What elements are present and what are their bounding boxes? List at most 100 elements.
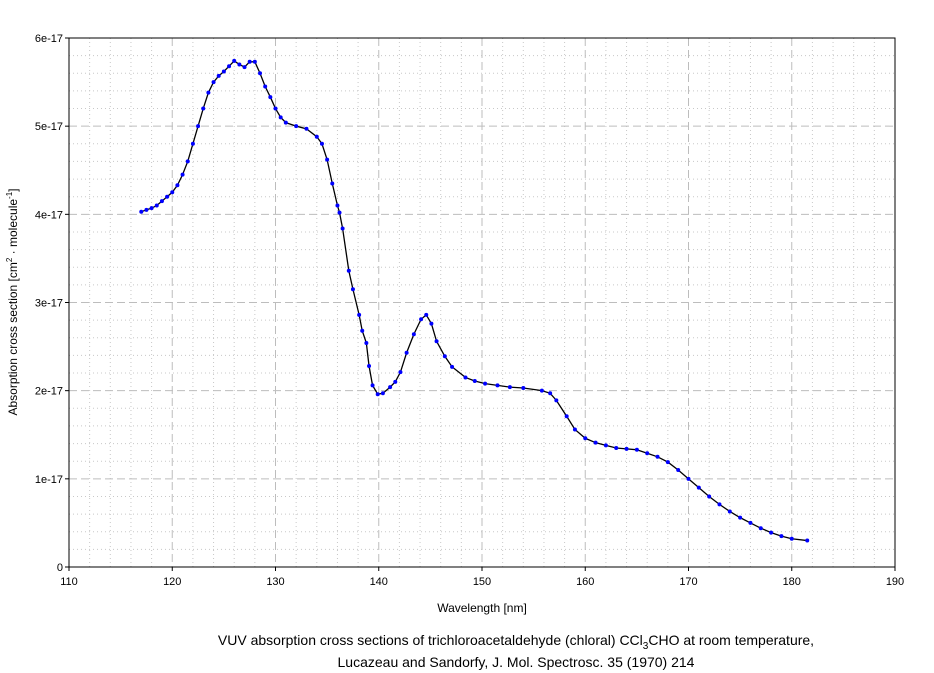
y-tick-label: 0 xyxy=(57,562,63,574)
data-point xyxy=(364,341,369,346)
y-tick-label: 5e-17 xyxy=(35,121,63,133)
x-axis: 110 120 130 140 150 160 170 180 190 xyxy=(60,567,904,588)
x-tick-label: 170 xyxy=(679,576,697,588)
data-point xyxy=(340,226,345,231)
data-point xyxy=(707,494,712,499)
x-tick-label: 120 xyxy=(163,576,181,588)
data-point xyxy=(252,59,257,64)
data-point xyxy=(548,391,553,396)
y-axis-label: Absorption cross section [cm2 · molecule… xyxy=(5,188,20,415)
data-point xyxy=(175,183,180,188)
x-tick-label: 140 xyxy=(370,576,388,588)
data-point xyxy=(779,534,784,539)
data-point xyxy=(805,538,810,543)
data-point xyxy=(411,332,416,337)
caption-line-2: Lucazeau and Sandorfy, J. Mol. Spectrosc… xyxy=(338,654,695,670)
data-point xyxy=(442,354,447,359)
data-point xyxy=(196,124,201,129)
data-point xyxy=(242,65,247,70)
data-point xyxy=(393,379,398,384)
data-point xyxy=(521,386,526,391)
data-point xyxy=(319,141,324,146)
data-point xyxy=(380,391,385,396)
y-tick-label: 6e-17 xyxy=(35,33,63,45)
data-point xyxy=(424,312,429,317)
data-point xyxy=(237,62,242,67)
data-point xyxy=(483,381,488,386)
data-point xyxy=(624,446,629,451)
data-point xyxy=(507,385,512,390)
data-point xyxy=(696,485,701,490)
series-chloral xyxy=(139,58,810,543)
data-point xyxy=(154,203,159,208)
y-tick-label: 4e-17 xyxy=(35,209,63,221)
data-point xyxy=(335,203,340,208)
data-point xyxy=(144,207,149,212)
data-point xyxy=(388,385,393,390)
caption-line-1: VUV absorption cross sections of trichlo… xyxy=(218,632,814,652)
data-point xyxy=(583,436,588,441)
data-point xyxy=(463,375,468,380)
data-point xyxy=(294,124,299,129)
data-point xyxy=(539,388,544,393)
x-axis-label: Wavelength [nm] xyxy=(437,601,527,615)
data-point xyxy=(247,59,252,64)
data-point xyxy=(404,350,409,355)
data-point xyxy=(139,209,144,214)
data-point xyxy=(375,392,380,397)
data-point xyxy=(283,120,288,125)
data-point xyxy=(185,159,190,164)
data-point xyxy=(738,515,743,520)
data-point xyxy=(676,468,681,473)
data-point xyxy=(665,460,670,465)
data-point xyxy=(360,328,365,333)
data-point xyxy=(769,530,774,535)
data-point xyxy=(337,210,342,215)
data-point xyxy=(495,383,500,388)
data-point xyxy=(314,134,319,139)
data-point xyxy=(190,141,195,146)
series-line xyxy=(141,60,808,542)
data-point xyxy=(216,73,221,78)
data-point xyxy=(268,95,273,100)
data-point xyxy=(472,378,477,383)
data-point xyxy=(165,194,170,199)
data-point xyxy=(645,451,650,456)
data-point xyxy=(429,321,434,326)
data-point xyxy=(370,383,375,388)
data-point xyxy=(686,476,691,481)
data-point xyxy=(655,454,660,459)
data-point xyxy=(554,398,559,403)
data-point xyxy=(330,181,335,186)
data-point xyxy=(159,199,164,204)
data-point xyxy=(419,317,424,322)
data-point xyxy=(258,71,263,76)
y-tick-label: 1e-17 xyxy=(35,474,63,486)
data-point xyxy=(170,190,175,195)
data-point xyxy=(717,502,722,507)
data-point xyxy=(149,206,154,211)
data-point xyxy=(634,447,639,452)
data-point xyxy=(350,287,355,292)
data-point xyxy=(748,520,753,525)
data-point xyxy=(789,536,794,541)
data-point xyxy=(304,126,309,131)
data-point xyxy=(593,440,598,445)
data-point xyxy=(357,312,362,317)
data-point xyxy=(367,363,372,368)
y-axis: 0 1e-17 2e-17 3e-17 4e-17 5e-17 6e-17 xyxy=(35,33,69,574)
data-point xyxy=(221,69,226,74)
data-point xyxy=(263,84,268,89)
data-point xyxy=(227,64,232,69)
data-point xyxy=(758,526,763,531)
data-point xyxy=(434,339,439,344)
data-point xyxy=(346,268,351,273)
x-tick-label: 150 xyxy=(473,576,491,588)
data-point xyxy=(180,172,185,177)
x-tick-label: 180 xyxy=(783,576,801,588)
x-tick-label: 110 xyxy=(60,576,78,588)
data-point xyxy=(206,90,211,95)
data-point xyxy=(211,80,216,85)
x-tick-label: 190 xyxy=(886,576,904,588)
data-point xyxy=(603,443,608,448)
